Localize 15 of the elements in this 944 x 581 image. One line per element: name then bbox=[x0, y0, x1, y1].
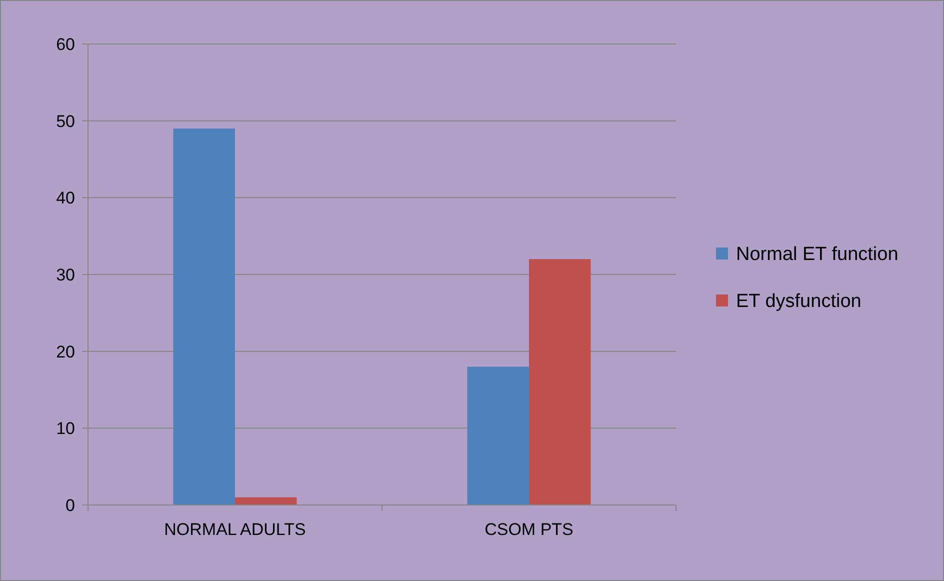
bar bbox=[235, 497, 297, 505]
y-tick-label: 30 bbox=[56, 265, 75, 284]
x-tick-label: NORMAL ADULTS bbox=[164, 520, 306, 539]
x-tick-label: CSOM PTS bbox=[484, 520, 574, 539]
legend-label: ET dysfunction bbox=[736, 291, 862, 312]
bar bbox=[173, 128, 235, 505]
y-tick-label: 50 bbox=[56, 112, 75, 131]
legend-label: Normal ET function bbox=[736, 244, 898, 266]
y-tick-label: 0 bbox=[66, 496, 75, 515]
y-tick-label: 10 bbox=[56, 419, 75, 438]
y-tick-label: 20 bbox=[56, 342, 75, 362]
y-tick-label: 60 bbox=[56, 34, 75, 54]
y-tick-label: 40 bbox=[56, 188, 75, 208]
bar bbox=[467, 366, 529, 505]
bar bbox=[529, 259, 591, 505]
